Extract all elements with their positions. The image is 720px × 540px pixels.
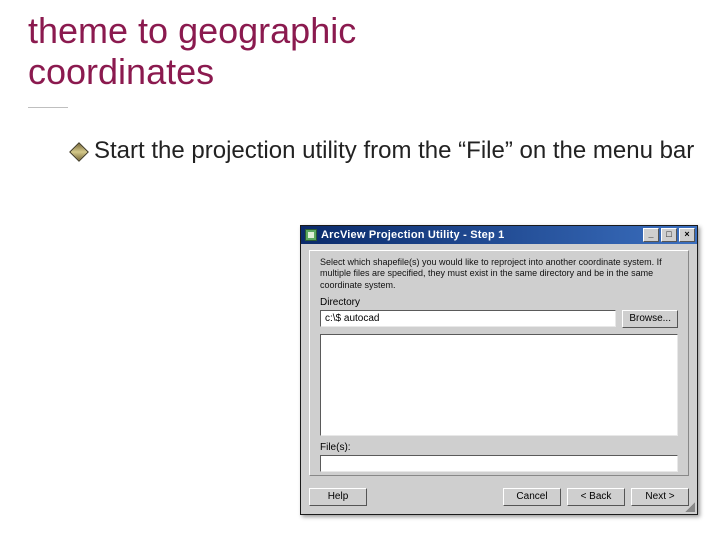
close-button[interactable]: × <box>679 228 695 242</box>
slide-title: theme to geographic coordinates <box>0 0 720 93</box>
back-button[interactable]: < Back <box>567 488 625 506</box>
maximize-button[interactable]: □ <box>661 228 677 242</box>
dialog-inner-panel: Select which shapefile(s) you would like… <box>309 250 689 476</box>
bullet-row: Start the projection utility from the “F… <box>72 136 720 166</box>
files-label: File(s): <box>310 440 688 453</box>
directory-input[interactable] <box>320 310 616 327</box>
dialog-titlebar[interactable]: ArcView Projection Utility - Step 1 _ □ … <box>301 226 697 244</box>
instructions-text: Select which shapefile(s) you would like… <box>310 251 688 295</box>
body-text: Start the projection utility from the “F… <box>72 136 720 166</box>
directory-row: Browse... <box>310 308 688 332</box>
projection-utility-dialog: ArcView Projection Utility - Step 1 _ □ … <box>300 225 698 515</box>
diamond-bullet-icon <box>69 142 89 162</box>
cancel-button[interactable]: Cancel <box>503 488 561 506</box>
window-buttons: _ □ × <box>643 228 695 242</box>
app-icon <box>305 229 317 241</box>
next-button[interactable]: Next > <box>631 488 689 506</box>
slide-title-line2: coordinates <box>28 51 214 92</box>
bullet-text: Start the projection utility from the “F… <box>94 136 694 166</box>
minimize-button[interactable]: _ <box>643 228 659 242</box>
dialog-button-row: Help Cancel < Back Next > <box>309 488 689 506</box>
slide-title-line1: theme to geographic <box>28 10 356 51</box>
files-row <box>310 453 688 476</box>
title-divider <box>28 107 68 108</box>
help-button[interactable]: Help <box>309 488 367 506</box>
resize-grip-icon[interactable] <box>683 500 695 512</box>
files-input[interactable] <box>320 455 678 472</box>
nav-button-group: Cancel < Back Next > <box>503 488 689 506</box>
directory-label: Directory <box>310 295 688 308</box>
browse-button[interactable]: Browse... <box>622 310 678 328</box>
file-listbox[interactable] <box>320 334 678 436</box>
dialog-title: ArcView Projection Utility - Step 1 <box>321 229 643 241</box>
